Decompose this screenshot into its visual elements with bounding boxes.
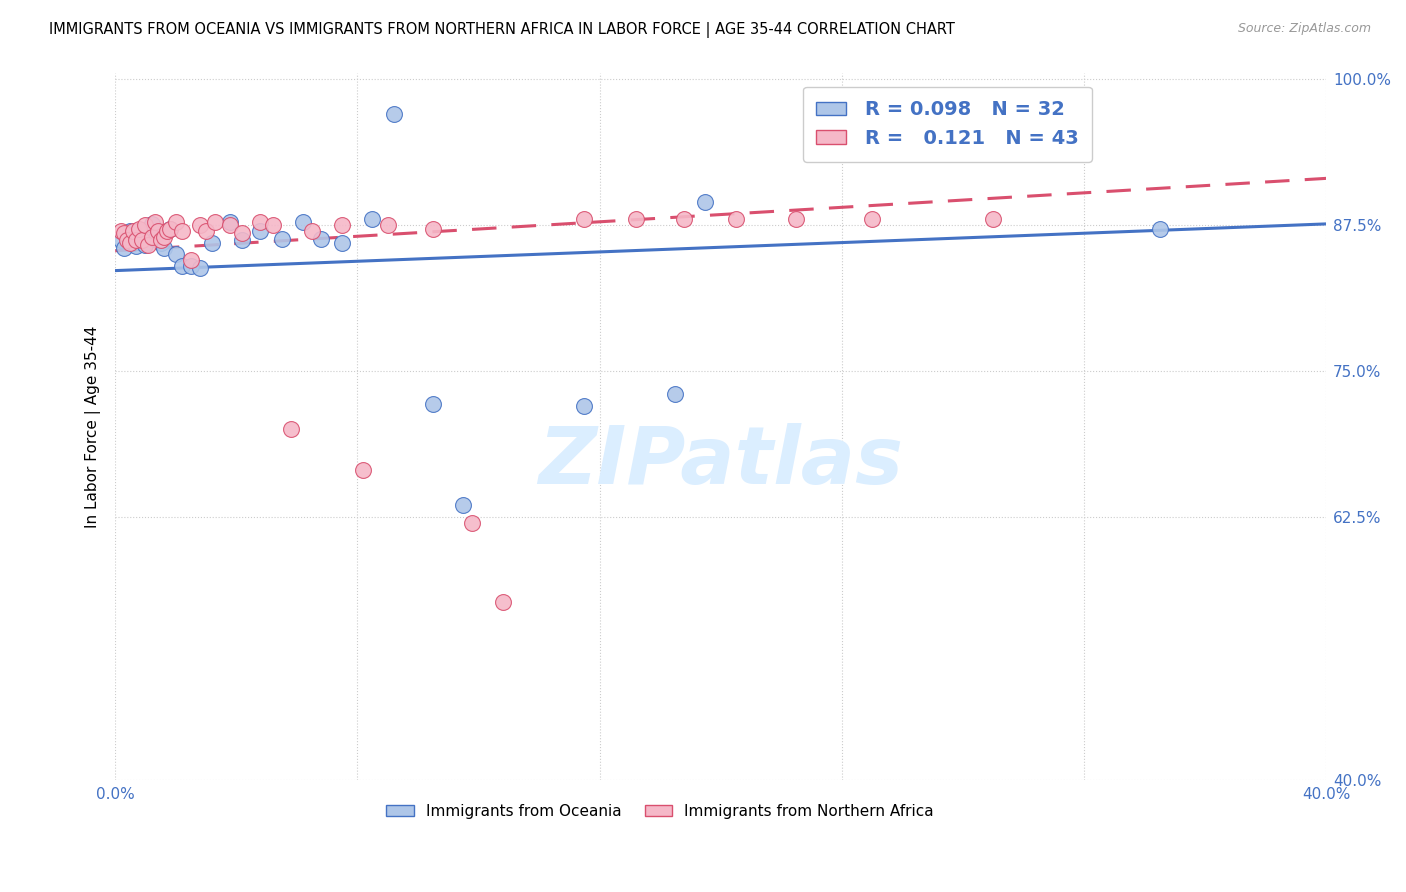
Point <box>156 224 179 238</box>
Point <box>231 233 253 247</box>
Point <box>860 212 883 227</box>
Point <box>219 218 242 232</box>
Point <box>724 212 747 227</box>
Point <box>309 232 332 246</box>
Point <box>112 226 135 240</box>
Point <box>165 247 187 261</box>
Point <box>188 218 211 232</box>
Point <box>291 214 314 228</box>
Y-axis label: In Labor Force | Age 35-44: In Labor Force | Age 35-44 <box>86 326 101 528</box>
Text: Source: ZipAtlas.com: Source: ZipAtlas.com <box>1237 22 1371 36</box>
Point <box>122 224 145 238</box>
Point <box>262 218 284 232</box>
Point <box>117 233 139 247</box>
Point <box>128 224 150 238</box>
Point <box>695 194 717 209</box>
Point <box>361 212 384 227</box>
Legend: Immigrants from Oceania, Immigrants from Northern Africa: Immigrants from Oceania, Immigrants from… <box>380 797 941 825</box>
Point <box>981 212 1004 227</box>
Point <box>128 221 150 235</box>
Point <box>141 229 163 244</box>
Point <box>170 224 193 238</box>
Point <box>673 212 696 227</box>
Point <box>141 217 163 231</box>
Point <box>110 233 132 247</box>
Point <box>146 224 169 238</box>
Point <box>125 239 148 253</box>
Point <box>249 224 271 238</box>
Point <box>180 259 202 273</box>
Point <box>180 253 202 268</box>
Point <box>149 233 172 247</box>
Point <box>131 233 153 247</box>
Point <box>110 224 132 238</box>
Point <box>492 595 515 609</box>
Point <box>120 224 142 238</box>
Point <box>159 221 181 235</box>
Point <box>159 221 181 235</box>
Point <box>170 259 193 273</box>
Point <box>195 224 218 238</box>
Point <box>422 221 444 235</box>
Point <box>204 214 226 228</box>
Point <box>165 214 187 228</box>
Point <box>201 235 224 250</box>
Point <box>1149 221 1171 235</box>
Point <box>422 397 444 411</box>
Point <box>134 238 156 252</box>
Point <box>330 235 353 250</box>
Point <box>143 232 166 246</box>
Point <box>453 498 475 512</box>
Point <box>301 224 323 238</box>
Point <box>352 463 374 477</box>
Point <box>1028 115 1050 129</box>
Point <box>270 232 292 246</box>
Text: IMMIGRANTS FROM OCEANIA VS IMMIGRANTS FROM NORTHERN AFRICA IN LABOR FORCE | AGE : IMMIGRANTS FROM OCEANIA VS IMMIGRANTS FR… <box>49 22 955 38</box>
Point <box>280 422 302 436</box>
Point <box>574 399 596 413</box>
Point <box>134 218 156 232</box>
Point <box>330 218 353 232</box>
Point <box>382 107 405 121</box>
Point <box>574 212 596 227</box>
Point <box>219 214 242 228</box>
Point <box>152 241 174 255</box>
Point <box>122 235 145 250</box>
Point <box>143 214 166 228</box>
Point <box>152 229 174 244</box>
Point <box>785 212 807 227</box>
Point <box>138 238 160 252</box>
Point <box>461 516 484 530</box>
Point <box>624 212 647 227</box>
Point <box>120 235 142 250</box>
Point <box>664 387 686 401</box>
Point <box>377 218 399 232</box>
Text: ZIPatlas: ZIPatlas <box>538 423 903 500</box>
Point <box>125 233 148 247</box>
Point <box>149 235 172 250</box>
Point <box>231 226 253 240</box>
Point <box>188 261 211 276</box>
Point <box>249 214 271 228</box>
Point <box>112 241 135 255</box>
